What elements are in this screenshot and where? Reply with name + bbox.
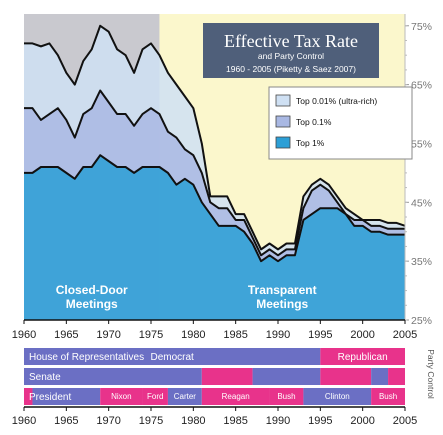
y-tick-label: 65%: [411, 80, 432, 92]
x-tick-label: 1985: [223, 415, 247, 427]
series-line-3: [24, 154, 405, 263]
legend-label: Top 0.1%: [296, 117, 332, 127]
x-tick-label: 1960: [12, 329, 36, 341]
party-segment-label: Nixon: [111, 392, 131, 401]
legend-swatch: [275, 115, 291, 128]
party-segment-label: Republican: [338, 352, 388, 363]
legend-label: Top 0.01% (ultra-rich): [296, 96, 377, 106]
x-tick-label: 1965: [54, 415, 78, 427]
legend: Top 0.01% (ultra-rich) Top 0.1% Top 1%: [268, 86, 413, 160]
x-tick-label: 1965: [54, 329, 78, 341]
x-tick-label: 1980: [181, 329, 205, 341]
party-row-label: Senate: [29, 372, 61, 383]
x-tick-label: 2005: [393, 329, 417, 341]
x-tick-label: 2000: [350, 415, 374, 427]
party-segment-democrat: [252, 368, 321, 385]
legend-swatch: [275, 94, 291, 107]
y-tick-label: 75%: [411, 21, 432, 33]
x-tick-label: 1990: [266, 329, 290, 341]
party-row-label: President: [29, 392, 71, 403]
party-segment-republican: [201, 388, 270, 405]
x-tick-label: 2005: [393, 415, 417, 427]
legend-swatch: [275, 136, 291, 149]
party-segment-democrat: [303, 388, 372, 405]
party-segment-label: Clinton: [325, 392, 350, 401]
series-areas: [24, 25, 405, 321]
title-box: Effective Tax Rate and Party Control 196…: [203, 23, 379, 78]
x-tick-label: 1995: [308, 415, 332, 427]
legend-label: Top 1%: [296, 138, 325, 148]
party-control-bars: House of Representatives Democrat Republic…: [24, 348, 436, 405]
party-segment-republican: [201, 368, 253, 385]
series-line-1: [24, 24, 406, 251]
x-tick-label: 1995: [308, 329, 332, 341]
y-tick-label: 55%: [411, 138, 432, 150]
party-segment-republican: [320, 368, 372, 385]
party-segment-democrat: [371, 368, 389, 385]
y-tick-label: 35%: [411, 256, 432, 268]
x-tick-label: 1985: [223, 329, 247, 341]
party-segment-label: Ford: [147, 392, 163, 401]
region-label-2-line2: Meetings: [256, 297, 308, 311]
x-axis-top: 1960 1965 1970 1975 1980 1985 1990 1995 2000 2005: [12, 319, 417, 341]
chart-subtitle: and Party Control: [258, 51, 324, 61]
party-row-label: House of Representatives: [29, 352, 144, 363]
y-tick-label: 25%: [411, 315, 432, 327]
party-segment-democrat: [167, 388, 202, 405]
party-segment-republican: [100, 388, 143, 405]
party-segment-democrat: [24, 368, 202, 385]
x-tick-label: 1980: [181, 415, 205, 427]
chart-source: 1960 - 2005 (Piketty & Saez 2007): [226, 64, 356, 74]
party-segment-label: Bush: [379, 392, 397, 401]
party-segment-republican: [320, 348, 405, 365]
series-line-2: [24, 89, 405, 257]
party-control-side-label: Party Control: [426, 349, 436, 399]
x-tick-label: 1960: [12, 415, 36, 427]
series-lines: [24, 24, 406, 263]
party-segment-republican: [24, 388, 33, 405]
x-axis-bottom: 1960 1965 1970 1975 1980 1985 1990 1995 2000 2005: [12, 406, 417, 427]
region-label-2-line1: Transparent: [248, 283, 317, 297]
x-tick-label: 1970: [96, 415, 120, 427]
party-segment-label: Reagan: [222, 392, 250, 401]
x-tick-label: 1975: [139, 415, 163, 427]
party-segment-republican: [142, 388, 168, 405]
party-segment-label: Bush: [277, 392, 295, 401]
region-label-1-line2: Meetings: [66, 297, 118, 311]
x-tick-label: 1970: [96, 329, 120, 341]
party-segment-republican: [371, 388, 405, 405]
party-segment-republican: [388, 368, 405, 385]
party-segment-democrat: [32, 388, 101, 405]
x-tick-label: 1975: [139, 329, 163, 341]
y-axis: 25% 35% 45% 55% 65% 75%: [404, 14, 432, 327]
series-area-3: [24, 155, 405, 320]
party-segment-label: Carter: [174, 392, 197, 401]
x-tick-label: 2000: [350, 329, 374, 341]
chart-title: Effective Tax Rate: [224, 31, 358, 51]
x-tick-label: 1990: [266, 415, 290, 427]
region-label-1-line1: Closed-Door: [56, 283, 128, 297]
party-segment-democrat: [24, 348, 321, 365]
party-segment-republican: [269, 388, 304, 405]
y-tick-label: 45%: [411, 197, 432, 209]
party-segment-label: Democrat: [150, 352, 194, 363]
